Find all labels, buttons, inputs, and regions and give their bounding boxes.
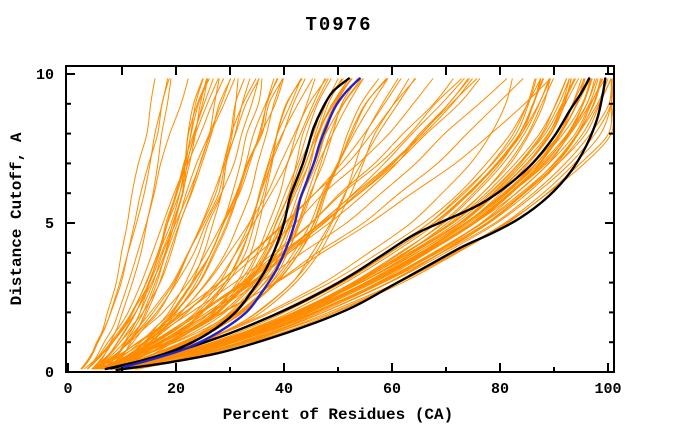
ensemble-curve <box>81 78 169 370</box>
y-tick-label: 5 <box>45 216 54 233</box>
x-axis-label: Percent of Residues (CA) <box>223 406 453 424</box>
x-tick-label: 100 <box>594 381 621 398</box>
ensemble-curve <box>104 78 214 370</box>
highlight-right-lower-curve <box>115 77 607 372</box>
ensemble-curve <box>108 78 465 370</box>
ensemble-curve <box>137 78 585 370</box>
ensemble-curve <box>92 78 434 370</box>
highlight-right-upper-curve <box>104 77 591 371</box>
ensemble-curve <box>103 78 232 370</box>
y-axis-label: Distance Cutoff, A <box>8 132 26 305</box>
ensemble-curve <box>95 78 417 370</box>
ensemble-curve <box>108 78 387 370</box>
ensemble-curve <box>120 78 239 370</box>
ensemble-curve <box>104 78 402 370</box>
ensemble-curve <box>84 78 219 370</box>
y-tick-label: 0 <box>45 365 54 382</box>
ensemble-curve <box>102 78 231 370</box>
ensemble-curve <box>136 78 554 370</box>
ensemble-curve <box>93 78 236 370</box>
x-tick-label: 0 <box>63 381 72 398</box>
ensemble-curve <box>137 78 613 370</box>
ensemble-curve <box>93 78 284 370</box>
ensemble-curves-group <box>80 78 614 370</box>
ensemble-curve <box>105 78 508 370</box>
highlight-mid-curve <box>110 77 350 370</box>
x-tick-label: 80 <box>491 381 509 398</box>
highlighted-curves-group <box>104 77 607 372</box>
x-tick-label: 40 <box>275 381 293 398</box>
ensemble-curve <box>120 78 302 370</box>
x-tick-label: 60 <box>383 381 401 398</box>
chart-title: T0976 <box>305 14 372 36</box>
ensemble-curve <box>87 78 209 370</box>
ensemble-curve <box>99 78 353 370</box>
ensemble-curve <box>107 78 580 370</box>
ensemble-curve <box>117 78 389 370</box>
ensemble-curve <box>104 78 257 370</box>
plot-border <box>65 65 615 373</box>
ensemble-curve <box>113 78 524 370</box>
ensemble-curve <box>117 78 568 370</box>
selected-model-curve <box>120 77 361 369</box>
ensemble-curve <box>113 78 279 370</box>
ensemble-curve <box>110 78 388 370</box>
y-tick-label: 10 <box>36 67 54 84</box>
ensemble-curve <box>128 78 585 370</box>
ensemble-curve <box>93 78 172 370</box>
ensemble-curve <box>87 78 189 370</box>
ensemble-curve <box>125 78 612 370</box>
ensemble-curve <box>115 78 473 370</box>
axes-group: 0 20 40 60 80 100 0 5 10 <box>36 65 622 398</box>
x-tick-label: 20 <box>167 381 185 398</box>
